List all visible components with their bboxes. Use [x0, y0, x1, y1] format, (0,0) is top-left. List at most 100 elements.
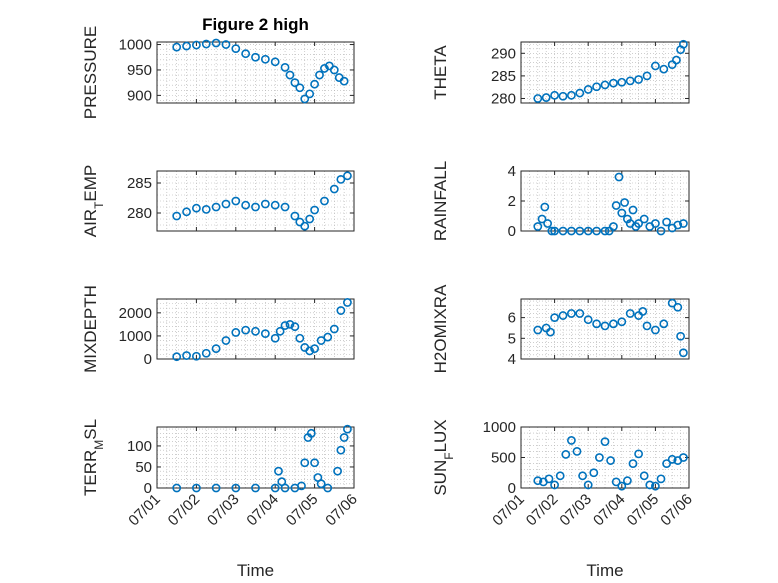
data-point	[191, 203, 201, 213]
data-point	[305, 214, 315, 224]
data-point	[540, 202, 550, 212]
data-point	[280, 202, 290, 212]
data-point	[667, 454, 677, 464]
y-tick-label: 100	[127, 438, 152, 455]
data-point	[172, 42, 182, 52]
data-point	[651, 325, 660, 335]
data-point	[329, 324, 339, 334]
data-point	[567, 436, 576, 445]
y-tick-label: 2000	[119, 305, 152, 322]
data-point	[241, 49, 251, 59]
data-point	[634, 75, 643, 84]
data-point	[221, 199, 231, 209]
data-point	[305, 346, 315, 356]
data-point	[561, 450, 571, 459]
y-tick-label: 0	[144, 480, 152, 497]
data-point	[623, 476, 632, 486]
data-point	[667, 298, 677, 308]
data-point	[241, 200, 251, 210]
data-point	[211, 38, 221, 48]
data-point	[550, 480, 559, 490]
axis-ylabel: H2OMIXRA	[431, 284, 450, 373]
data-point	[662, 459, 671, 468]
data-point	[182, 351, 191, 360]
y-tick-label: 6	[508, 310, 516, 327]
data-point	[575, 309, 585, 318]
data-point	[572, 446, 582, 456]
data-point	[558, 311, 568, 320]
data-point	[300, 458, 310, 468]
data-point	[634, 219, 643, 228]
data-point	[310, 458, 319, 468]
data-point	[617, 317, 627, 327]
data-point	[679, 219, 688, 228]
data-point	[611, 201, 621, 210]
x-tick-label: 07/06	[657, 491, 696, 530]
data-point	[251, 483, 260, 493]
data-point	[251, 202, 260, 212]
data-point	[659, 319, 669, 329]
data-point	[201, 204, 211, 214]
data-point	[609, 319, 618, 329]
x-tick-label: 07/04	[243, 491, 282, 530]
y-tick-label: 1000	[119, 37, 152, 54]
data-point	[676, 331, 685, 341]
data-point	[201, 39, 211, 49]
axis-ylabel: THETA	[431, 45, 450, 100]
data-point	[634, 449, 643, 459]
data-point	[172, 483, 182, 493]
data-point	[343, 298, 352, 307]
data-point	[600, 226, 610, 236]
x-tick-label: 07/02	[165, 491, 204, 530]
y-tick-label: 0	[508, 480, 516, 497]
data-point	[533, 94, 543, 103]
data-point	[651, 61, 660, 71]
subplot-theta: 280 285 290 THETA	[431, 39, 690, 107]
data-point	[295, 217, 305, 227]
subplot-pressure: 900 950 1000 PRESSURE Figure 2 high	[81, 15, 355, 120]
data-point	[310, 344, 319, 354]
data-point	[600, 80, 610, 90]
chart-title: Figure 2 high	[202, 15, 309, 34]
x-tick-label: 07/05	[283, 491, 322, 530]
y-tick-label: 280	[127, 205, 152, 222]
x-tick-label: 07/03	[556, 491, 595, 530]
data-point	[310, 205, 319, 215]
data-point	[592, 226, 601, 236]
data-point	[537, 214, 547, 224]
data-point	[679, 348, 688, 358]
subplot-sunflux: 0500100007/0107/0207/0307/0407/0507/06SU…	[431, 419, 696, 580]
data-point	[201, 348, 211, 358]
data-point	[295, 333, 305, 343]
data-point	[583, 315, 593, 325]
data-point	[211, 483, 221, 493]
y-tick-label: 285	[491, 68, 516, 85]
data-point	[592, 319, 601, 329]
data-point	[609, 222, 618, 231]
data-point	[251, 52, 260, 62]
axis-ylabel: RAINFALL	[431, 161, 450, 241]
data-point	[310, 79, 319, 89]
y-tick-label: 285	[127, 175, 152, 192]
data-point	[583, 85, 593, 94]
data-point	[300, 221, 310, 231]
data-point	[182, 41, 191, 51]
data-point	[191, 40, 201, 50]
data-point	[270, 57, 280, 67]
data-point	[656, 226, 666, 236]
subplot-mixdepth: 0 1000 2000 MIXDEPTH	[81, 285, 355, 373]
data-point	[172, 352, 182, 362]
data-point	[672, 55, 681, 65]
data-point	[285, 70, 295, 80]
axis-ylabel: PRESSURE	[81, 26, 100, 120]
data-point	[333, 466, 342, 476]
data-point	[595, 453, 604, 462]
data-point	[543, 219, 552, 228]
data-point	[251, 326, 260, 336]
data-point	[662, 217, 671, 227]
data-point	[544, 474, 554, 484]
data-point	[606, 456, 615, 465]
data-point	[679, 453, 688, 462]
y-tick-label: 950	[127, 62, 152, 79]
